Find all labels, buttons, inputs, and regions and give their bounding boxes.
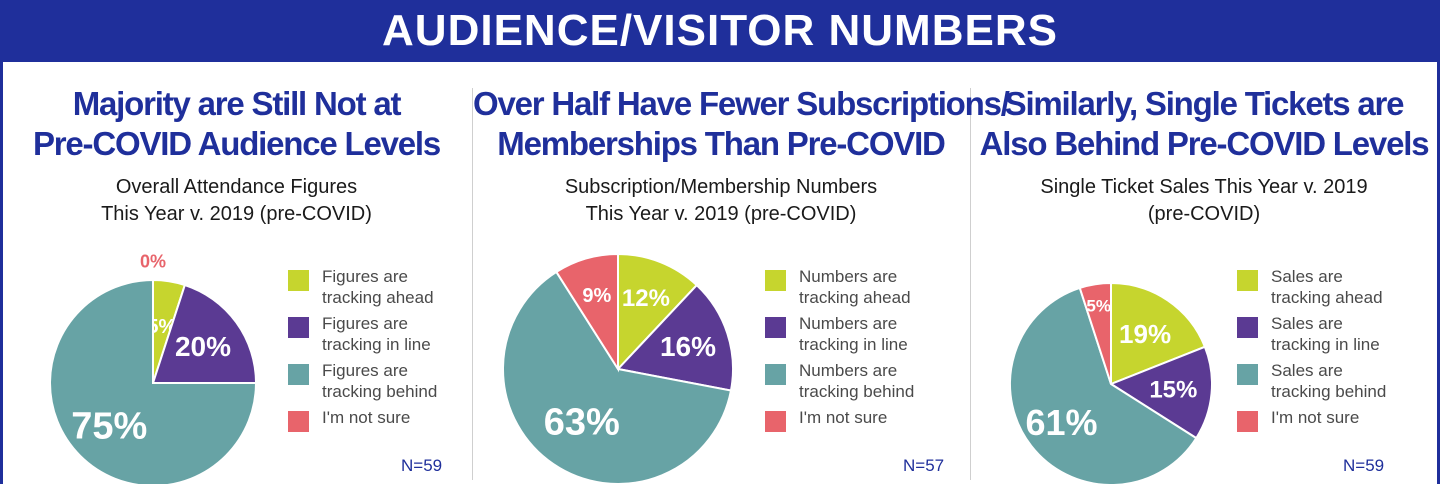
legend-label: Numbers are bbox=[799, 267, 898, 286]
legend-swatch bbox=[1237, 364, 1258, 385]
headline-line: Memberships Than Pre-COVID bbox=[497, 125, 946, 162]
sample-size-label: N=59 bbox=[401, 456, 443, 475]
sample-size-label: N=57 bbox=[903, 456, 945, 475]
pie-data-label: 63% bbox=[544, 401, 620, 443]
legend-item-ahead: Figures are tracking ahead bbox=[288, 267, 488, 316]
panel-divider bbox=[970, 88, 971, 480]
legend-item-not-sure: I'm not sure bbox=[1237, 408, 1437, 457]
pie-slice-behind bbox=[502, 270, 733, 484]
left-border bbox=[0, 62, 3, 484]
legend-label: Figures are bbox=[322, 267, 408, 286]
chart-subtitle: Subscription/Membership Numbers This Yea… bbox=[473, 174, 969, 228]
subtitle-line: (pre-COVID) bbox=[1147, 203, 1261, 225]
chart-subtitle: Overall Attendance Figures This Year v. … bbox=[3, 174, 470, 228]
legend-label: I'm not sure bbox=[322, 408, 411, 427]
page-title: AUDIENCE/VISITOR NUMBERS bbox=[382, 6, 1058, 55]
legend-item-in-line: Numbers are tracking in line bbox=[765, 314, 965, 363]
subtitle-line: Subscription/Membership Numbers bbox=[564, 176, 878, 198]
pie-data-label: 0% bbox=[140, 251, 166, 271]
legend-label: Sales are bbox=[1271, 267, 1343, 286]
legend-label: Sales are bbox=[1271, 314, 1343, 333]
legend-label: Sales are bbox=[1271, 361, 1343, 380]
pie-chart: 19% 15% 61% 5% bbox=[1009, 281, 1213, 484]
subtitle-line: This Year v. 2019 (pre-COVID) bbox=[101, 203, 372, 225]
legend-label: tracking in line bbox=[799, 335, 908, 354]
legend-label: tracking behind bbox=[799, 382, 915, 401]
legend-item-behind: Figures are tracking behind bbox=[288, 361, 488, 410]
subtitle-line: This Year v. 2019 (pre-COVID) bbox=[585, 203, 857, 225]
legend-swatch bbox=[1237, 411, 1258, 432]
legend-swatch bbox=[765, 364, 786, 385]
legend-label: I'm not sure bbox=[799, 408, 888, 427]
legend-label: tracking ahead bbox=[799, 288, 911, 307]
pie-data-label: 19% bbox=[1119, 319, 1171, 349]
pie-data-label: 20% bbox=[175, 331, 231, 362]
panel-single-tickets: Similarly, Single Tickets are Also Behin… bbox=[971, 62, 1437, 484]
pie-data-label: 16% bbox=[660, 331, 716, 362]
legend-label: tracking behind bbox=[322, 382, 438, 401]
legend-label: Figures are bbox=[322, 361, 408, 380]
pie-data-label: 75% bbox=[71, 406, 147, 448]
legend-swatch bbox=[288, 364, 309, 385]
legend-item-in-line: Figures are tracking in line bbox=[288, 314, 488, 363]
legend-label: Numbers are bbox=[799, 361, 898, 380]
headline-line: Similarly, Single Tickets are bbox=[1004, 85, 1405, 122]
legend-item-not-sure: I'm not sure bbox=[765, 408, 965, 457]
legend-label: tracking in line bbox=[1271, 335, 1380, 354]
legend-swatch bbox=[765, 270, 786, 291]
headline-line: Also Behind Pre-COVID Levels bbox=[979, 125, 1430, 162]
legend-item-ahead: Sales are tracking ahead bbox=[1237, 267, 1437, 316]
pie-data-label: 9% bbox=[582, 285, 611, 307]
legend-label: Numbers are bbox=[799, 314, 898, 333]
pie-slice-in-line bbox=[151, 283, 258, 384]
pie-chart: 12% 16% 63% 9% bbox=[502, 252, 734, 484]
legend-item-in-line: Sales are tracking in line bbox=[1237, 314, 1437, 363]
pie-data-label: 15% bbox=[1149, 376, 1197, 403]
chart-subtitle: Single Ticket Sales This Year v. 2019 (p… bbox=[971, 174, 1437, 228]
pie-chart: 5%20%75%0% bbox=[49, 251, 258, 484]
legend-swatch bbox=[288, 411, 309, 432]
pie-slice-not-sure bbox=[1078, 281, 1112, 385]
pie-data-label: 61% bbox=[1025, 402, 1097, 443]
legend-swatch bbox=[765, 411, 786, 432]
panel-subscriptions: Over Half Have Fewer Subscriptions/ Memb… bbox=[473, 62, 1010, 484]
panel-headline: Majority are Still Not at Pre-COVID Audi… bbox=[3, 84, 470, 164]
legend-item-behind: Sales are tracking behind bbox=[1237, 361, 1437, 410]
panel-attendance: Majority are Still Not at Pre-COVID Audi… bbox=[3, 62, 470, 484]
legend-item-behind: Numbers are tracking behind bbox=[765, 361, 965, 410]
pie-slice-not-sure bbox=[554, 252, 619, 373]
subtitle-line: Overall Attendance Figures bbox=[115, 176, 358, 198]
subtitle-line: Single Ticket Sales This Year v. 2019 bbox=[1040, 176, 1368, 198]
pie-data-label: 5% bbox=[1086, 297, 1111, 316]
legend-swatch bbox=[288, 317, 309, 338]
legend-swatch bbox=[765, 317, 786, 338]
legend-label: I'm not sure bbox=[1271, 408, 1360, 427]
pie-slice-ahead bbox=[617, 252, 699, 372]
title-banner bbox=[0, 0, 1440, 62]
legend-item-not-sure: I'm not sure bbox=[288, 408, 488, 457]
legend-swatch bbox=[1237, 270, 1258, 291]
panel-headline: Similarly, Single Tickets are Also Behin… bbox=[971, 84, 1437, 164]
panel-divider bbox=[472, 88, 473, 480]
right-border bbox=[1437, 62, 1440, 484]
panel-headline: Over Half Have Fewer Subscriptions/ Memb… bbox=[473, 84, 1010, 164]
legend-swatch bbox=[288, 270, 309, 291]
headline-line: Majority are Still Not at bbox=[72, 85, 402, 122]
pie-data-label: 12% bbox=[622, 285, 670, 312]
headline-line: Pre-COVID Audience Levels bbox=[32, 125, 441, 162]
legend-swatch bbox=[1237, 317, 1258, 338]
legend-label: tracking behind bbox=[1271, 382, 1387, 401]
headline-line: Over Half Have Fewer Subscriptions/ bbox=[473, 85, 1010, 122]
pie-slice-ahead bbox=[1110, 281, 1207, 386]
legend-label: tracking ahead bbox=[322, 288, 434, 307]
pie-slice-in-line bbox=[616, 283, 734, 392]
sample-size-label: N=59 bbox=[1343, 456, 1385, 475]
legend-label: tracking ahead bbox=[1271, 288, 1383, 307]
legend-label: Figures are bbox=[322, 314, 408, 333]
pie-slice-behind bbox=[1009, 286, 1198, 484]
pie-slice-in-line bbox=[1108, 345, 1213, 440]
legend-item-ahead: Numbers are tracking ahead bbox=[765, 267, 965, 316]
legend-label: tracking in line bbox=[322, 335, 431, 354]
pie-slice-behind bbox=[49, 278, 258, 484]
